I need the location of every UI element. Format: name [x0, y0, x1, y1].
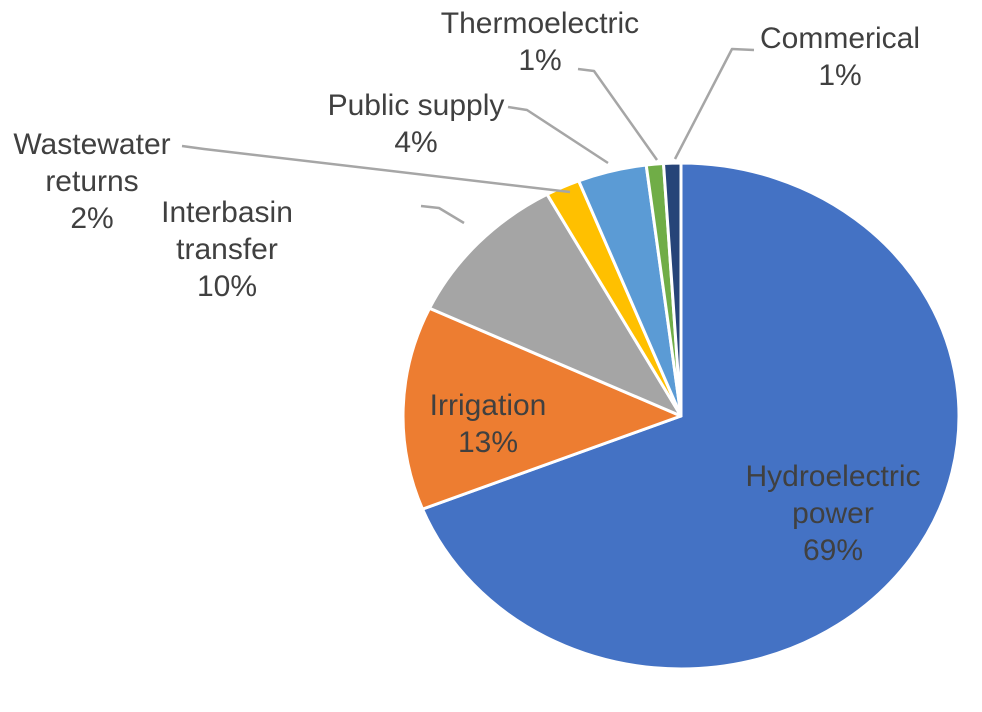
slice-percent: 10%: [196, 270, 258, 303]
label-interbasin-transfer: Interbasin transfer 10%: [142, 194, 312, 305]
slice-percent: 13%: [457, 426, 519, 459]
slice-name: Interbasin transfer: [161, 196, 293, 266]
leader-line-public-supply: [507, 105, 609, 165]
leader-line-interbasin-transfer: [420, 204, 465, 225]
label-public-supply: Public supply 4%: [306, 87, 526, 161]
slice-name: Irrigation: [429, 389, 547, 422]
slice-percent: 4%: [394, 126, 438, 159]
slice-percent: 1%: [818, 59, 862, 92]
pie-slice-commerical: [662, 161, 683, 418]
leader-line-commerical: [673, 47, 755, 160]
slice-percent: 69%: [802, 534, 864, 567]
label-thermoelectric: Thermoelectric 1%: [430, 5, 650, 79]
leader-line-thermoelectric: [577, 67, 659, 161]
label-commerical: Commerical 1%: [730, 20, 950, 94]
pie-slice-hydroelectric-power: [421, 161, 961, 671]
slice-name: Commerical: [759, 22, 921, 55]
label-irrigation: Irrigation 13%: [388, 387, 588, 461]
pie-slice-interbasin-transfer: [428, 192, 683, 418]
slice-percent: 2%: [70, 202, 114, 235]
slice-percent: 1%: [518, 44, 562, 77]
pie-slice-irrigation: [401, 306, 683, 511]
leader-line-wastewater-returns: [181, 144, 571, 194]
slice-name: Hydroelectric power: [745, 460, 921, 530]
slice-name: Public supply: [327, 89, 505, 122]
label-wastewater-returns: Wastewater returns 2%: [0, 126, 186, 237]
slice-name: Thermoelectric: [440, 7, 640, 40]
label-hydroelectric-power: Hydroelectric power 69%: [718, 458, 948, 569]
slice-name: Wastewater returns: [13, 128, 171, 198]
